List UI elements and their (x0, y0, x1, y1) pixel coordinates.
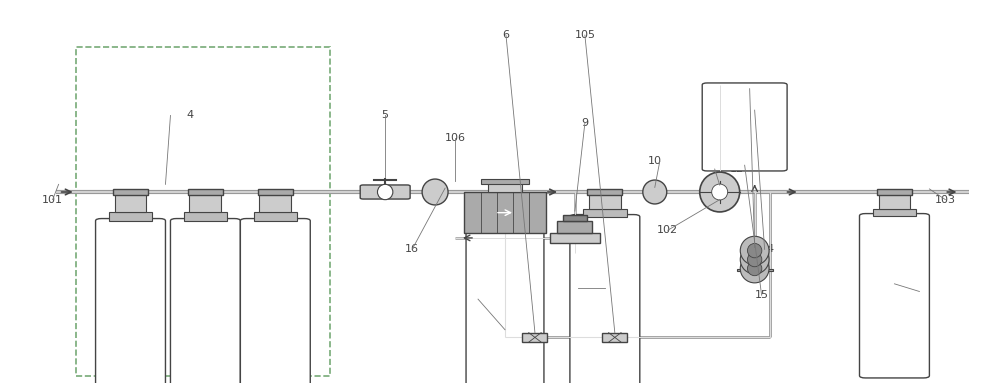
Bar (873, 209, 916, 216)
Bar (879, 192, 910, 209)
Bar (254, 212, 297, 221)
Bar (464, 192, 546, 233)
Text: 8: 8 (574, 283, 581, 293)
Ellipse shape (740, 236, 769, 265)
Text: 403: 403 (265, 367, 286, 377)
Text: 401: 401 (120, 367, 141, 377)
Ellipse shape (700, 172, 740, 212)
Text: 6: 6 (502, 30, 509, 40)
Bar (550, 233, 600, 243)
Bar (189, 192, 221, 212)
Text: 7: 7 (474, 294, 482, 304)
Ellipse shape (747, 262, 762, 276)
Bar (481, 192, 497, 233)
Text: 12: 12 (730, 164, 744, 174)
Bar (109, 212, 152, 221)
Bar (583, 209, 627, 217)
Text: 104: 104 (754, 244, 775, 254)
Bar (188, 189, 223, 195)
Text: 9: 9 (581, 118, 588, 128)
Bar (497, 192, 513, 233)
FancyBboxPatch shape (240, 218, 310, 384)
Bar (115, 192, 146, 212)
Bar (557, 221, 592, 233)
Text: 10: 10 (648, 156, 662, 166)
Ellipse shape (712, 184, 728, 200)
Text: 402: 402 (195, 367, 216, 377)
Text: 401: 401 (120, 367, 141, 377)
Text: 402: 402 (195, 367, 216, 377)
Text: 403: 403 (265, 367, 286, 377)
Text: 11: 11 (755, 84, 769, 94)
Bar (76, 46, 330, 376)
Bar (184, 212, 227, 221)
Bar (563, 215, 587, 221)
Text: 14: 14 (912, 286, 926, 296)
Text: 101: 101 (42, 195, 63, 205)
Ellipse shape (422, 179, 448, 205)
Bar (513, 192, 529, 233)
Bar (529, 192, 546, 233)
Bar (113, 189, 148, 195)
Bar (587, 189, 622, 195)
Ellipse shape (747, 252, 762, 267)
Ellipse shape (740, 254, 769, 283)
FancyBboxPatch shape (360, 185, 410, 199)
Text: 15: 15 (755, 290, 769, 300)
Bar (602, 333, 627, 342)
Bar (481, 179, 529, 184)
Text: 105: 105 (574, 30, 595, 40)
Bar (522, 333, 547, 342)
Ellipse shape (377, 184, 393, 200)
Ellipse shape (740, 245, 769, 274)
FancyBboxPatch shape (570, 215, 640, 384)
Text: 103: 103 (935, 195, 956, 205)
Ellipse shape (747, 243, 762, 258)
Bar (589, 192, 621, 209)
FancyBboxPatch shape (860, 214, 929, 378)
Bar (464, 192, 481, 233)
Bar (259, 192, 291, 212)
FancyBboxPatch shape (96, 218, 165, 384)
FancyBboxPatch shape (466, 232, 544, 384)
Bar (737, 268, 773, 271)
FancyBboxPatch shape (702, 83, 787, 171)
Bar (877, 189, 912, 195)
Text: 16: 16 (405, 244, 419, 254)
Bar (488, 182, 522, 192)
FancyBboxPatch shape (170, 218, 240, 384)
Text: 4: 4 (187, 111, 194, 121)
Text: 5: 5 (382, 111, 389, 121)
Bar (258, 189, 293, 195)
Text: 102: 102 (657, 225, 678, 235)
Text: 106: 106 (445, 133, 466, 144)
Ellipse shape (643, 180, 667, 204)
